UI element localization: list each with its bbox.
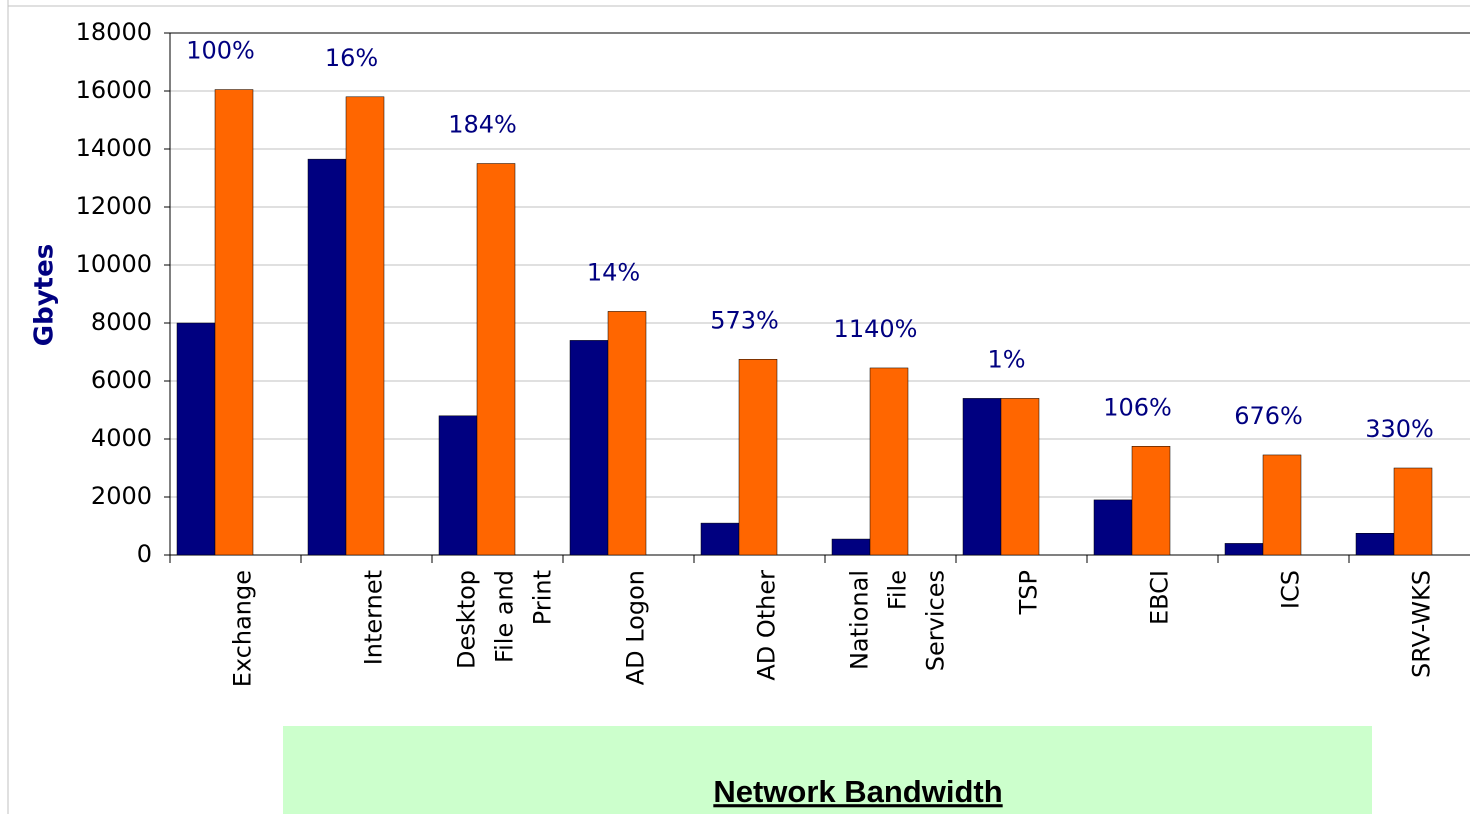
bar <box>1224 543 1264 556</box>
bar <box>307 158 347 556</box>
y-tick-label: 6000 <box>91 366 152 394</box>
bar <box>1000 398 1040 556</box>
bar <box>569 340 609 556</box>
x-tick-label: Internet <box>360 570 388 665</box>
y-tick-label: 0 <box>137 540 152 568</box>
x-tick-label: EBCI <box>1146 570 1174 625</box>
annotation: 14% <box>587 258 640 286</box>
x-tick-label: Exchange <box>229 570 257 687</box>
bar <box>1093 499 1133 556</box>
y-tick-label: 12000 <box>76 192 152 220</box>
bar <box>738 359 778 556</box>
annotation: 106% <box>1103 393 1172 421</box>
bar <box>214 89 254 556</box>
x-tick-label: File and <box>491 570 519 663</box>
y-tick-label: 2000 <box>91 482 152 510</box>
bar <box>345 96 385 556</box>
bar <box>1262 454 1302 556</box>
y-axis-title: Gbytes <box>30 244 60 346</box>
annotation: 330% <box>1365 415 1434 443</box>
x-tick-label: National <box>846 570 874 670</box>
annotation: 16% <box>325 44 378 72</box>
annotation: 184% <box>448 111 517 139</box>
x-tick-label: AD Other <box>753 570 781 681</box>
y-tick-label: 16000 <box>76 76 152 104</box>
bar <box>476 163 516 556</box>
bar <box>438 415 478 556</box>
bar <box>869 367 909 556</box>
y-tick-label: 14000 <box>76 134 152 162</box>
bar <box>176 322 216 556</box>
annotation: 1% <box>987 345 1025 373</box>
x-tick-label: Desktop <box>453 570 481 669</box>
x-tick-label: Services <box>922 570 950 671</box>
x-tick-label: Print <box>529 570 557 625</box>
x-tick-label: ICS <box>1277 570 1305 609</box>
annotation: 676% <box>1234 402 1303 430</box>
bar <box>1393 467 1433 556</box>
y-tick-label: 10000 <box>76 250 152 278</box>
x-tick-label: AD Logon <box>622 570 650 685</box>
x-tick-label: File <box>884 570 912 610</box>
bar <box>1355 533 1395 556</box>
y-tick-label: 4000 <box>91 424 152 452</box>
bar <box>700 522 740 556</box>
bar <box>831 538 871 556</box>
y-tick-label: 18000 <box>76 18 152 46</box>
x-tick-label: TSP <box>1015 570 1043 615</box>
bar <box>962 398 1002 556</box>
annotation: 1140% <box>834 315 918 343</box>
x-title-box <box>283 726 1372 814</box>
annotation: 573% <box>710 306 779 334</box>
annotation: 100% <box>186 37 255 65</box>
x-tick-label: SRV-WKS <box>1408 570 1436 678</box>
y-tick-label: 8000 <box>91 308 152 336</box>
x-axis-title: Network Bandwidth <box>713 774 1002 809</box>
bar <box>1131 446 1171 556</box>
bar <box>607 311 647 556</box>
